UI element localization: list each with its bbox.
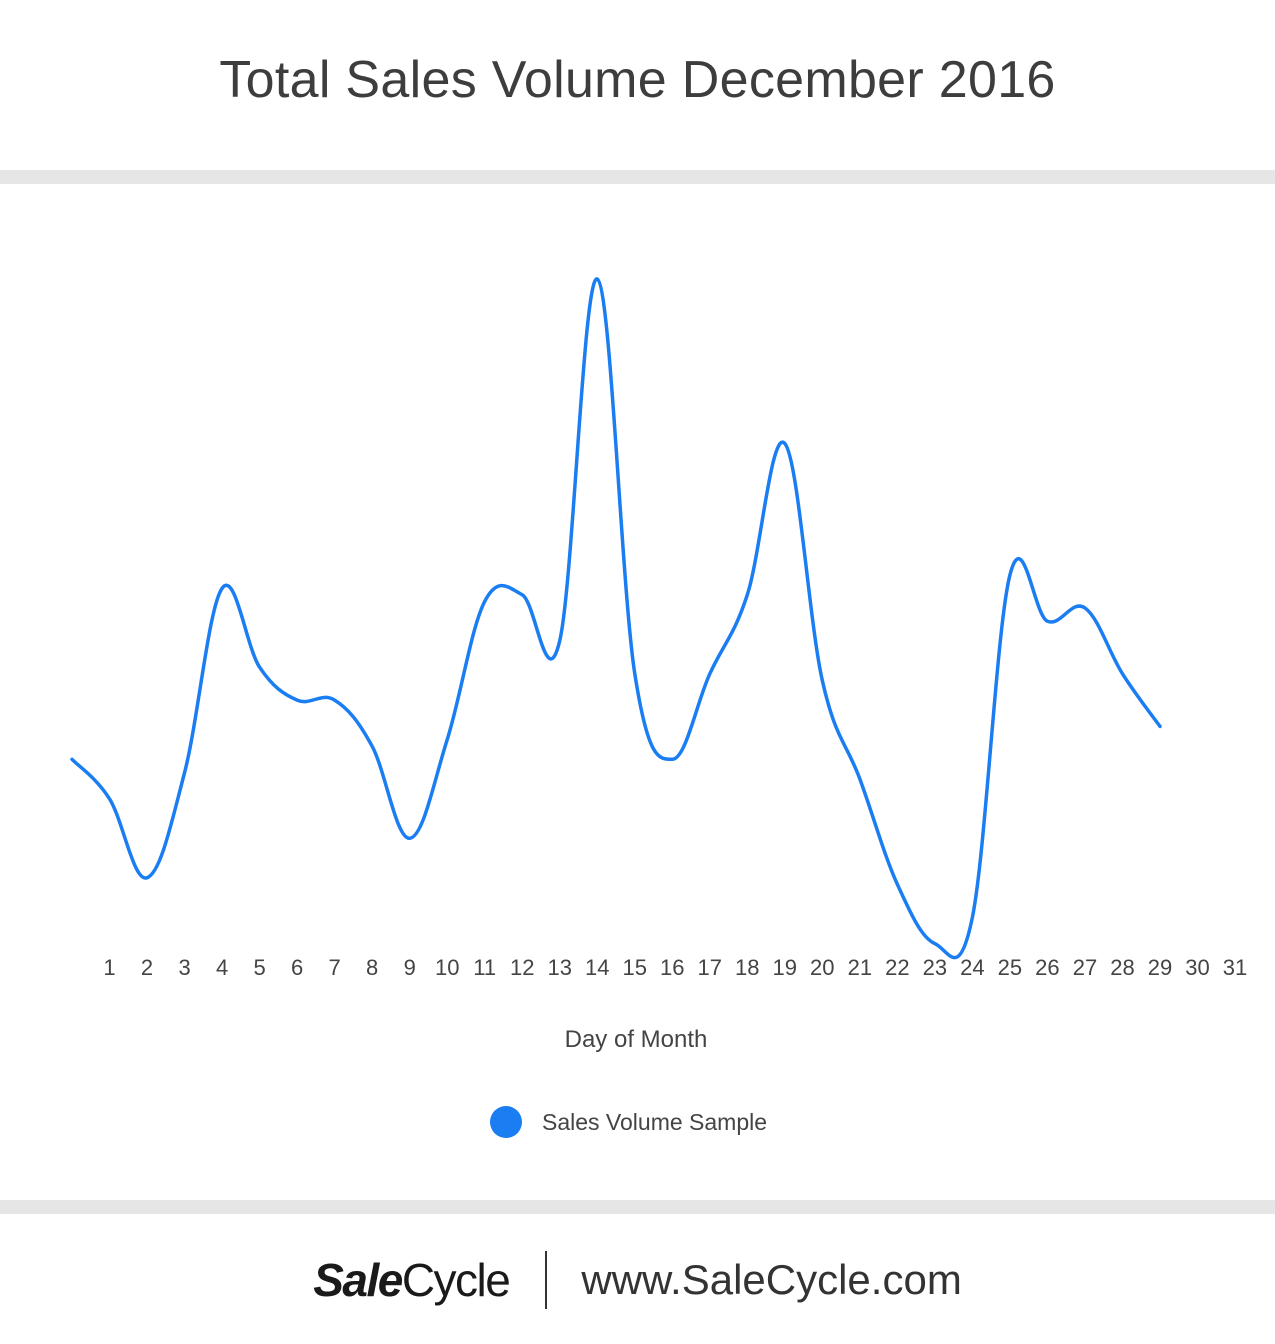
data-point[interactable] <box>741 589 753 601</box>
data-point[interactable] <box>854 773 866 785</box>
x-tick-label: 21 <box>848 955 872 980</box>
data-point[interactable] <box>254 661 266 673</box>
legend-marker <box>490 1106 522 1138</box>
x-tick-label: 17 <box>698 955 722 980</box>
footer-separator <box>545 1251 548 1309</box>
series-line-sales-volume <box>70 277 1162 960</box>
data-point[interactable] <box>929 938 941 950</box>
x-tick-label: 8 <box>366 955 378 980</box>
data-point[interactable] <box>104 793 116 805</box>
legend[interactable]: Sales Volume Sample <box>490 1106 767 1138</box>
data-point[interactable] <box>1004 569 1016 581</box>
data-point[interactable] <box>216 582 228 594</box>
x-tick-label: 5 <box>253 955 265 980</box>
data-point[interactable] <box>66 753 78 765</box>
data-point[interactable] <box>666 753 678 765</box>
x-tick-label: 10 <box>435 955 459 980</box>
data-point[interactable] <box>141 872 153 884</box>
line-chart: 1 2 3 4 5 6 7 8 9 10 11 12 13 14 15 16 17 18 19 20 21 22 23 24 2… <box>66 273 1247 1138</box>
data-point[interactable] <box>554 635 566 647</box>
x-tick-label: 2 <box>141 955 153 980</box>
x-tick-label: 4 <box>216 955 228 980</box>
data-point[interactable] <box>1154 720 1166 732</box>
data-point[interactable] <box>891 878 903 890</box>
x-tick-label: 7 <box>328 955 340 980</box>
top-divider <box>0 170 1275 184</box>
x-tick-label: 16 <box>660 955 684 980</box>
brand-logo: SaleCycle <box>313 1254 511 1306</box>
x-tick-label: 23 <box>923 955 947 980</box>
x-tick-label: 24 <box>960 955 984 980</box>
x-tick-label: 3 <box>178 955 190 980</box>
x-tick-label: 27 <box>1073 955 1097 980</box>
x-tick-label: 19 <box>773 955 797 980</box>
x-tick-label: 9 <box>404 955 416 980</box>
data-point[interactable] <box>966 911 978 923</box>
data-point[interactable] <box>366 740 378 752</box>
data-point[interactable] <box>1041 615 1053 627</box>
data-point[interactable] <box>179 767 191 779</box>
x-tick-label: 13 <box>547 955 571 980</box>
x-tick-label: 29 <box>1148 955 1172 980</box>
x-tick-label: 28 <box>1110 955 1134 980</box>
chart-title: Total Sales Volume December 2016 <box>219 51 1056 109</box>
x-axis-ticks: 1 2 3 4 5 6 7 8 9 10 11 12 13 14 15 16 17 18 19 20 21 22 23 24 2… <box>103 955 1247 980</box>
x-tick-label: 14 <box>585 955 609 980</box>
data-point[interactable] <box>516 589 528 601</box>
x-axis-label: Day of Month <box>565 1026 708 1053</box>
website-url[interactable]: www.SaleCycle.com <box>581 1256 962 1303</box>
x-tick-label: 11 <box>473 955 496 980</box>
data-point[interactable] <box>629 668 641 680</box>
data-point[interactable] <box>1079 602 1091 614</box>
x-tick-label: 18 <box>735 955 759 980</box>
plot-area <box>66 273 1166 960</box>
data-point[interactable] <box>704 668 716 680</box>
footer: SaleCycle www.SaleCycle.com <box>0 1250 1275 1310</box>
data-point[interactable] <box>591 273 603 285</box>
data-point[interactable] <box>479 595 491 607</box>
data-point[interactable] <box>1117 668 1129 680</box>
x-tick-label: 6 <box>291 955 303 980</box>
x-tick-label: 15 <box>623 955 647 980</box>
data-point[interactable] <box>329 694 341 706</box>
data-point[interactable] <box>291 694 303 706</box>
x-tick-label: 30 <box>1185 955 1209 980</box>
data-point[interactable] <box>441 734 453 746</box>
data-point[interactable] <box>816 674 828 686</box>
x-tick-label: 1 <box>103 955 115 980</box>
data-point[interactable] <box>404 832 416 844</box>
legend-label: Sales Volume Sample <box>542 1109 767 1135</box>
x-tick-label: 31 <box>1223 955 1247 980</box>
bottom-divider <box>0 1200 1275 1214</box>
data-point[interactable] <box>779 438 791 450</box>
x-tick-label: 20 <box>810 955 834 980</box>
x-tick-label: 12 <box>510 955 534 980</box>
x-tick-label: 22 <box>885 955 909 980</box>
x-tick-label: 26 <box>1035 955 1059 980</box>
x-tick-label: 25 <box>998 955 1022 980</box>
